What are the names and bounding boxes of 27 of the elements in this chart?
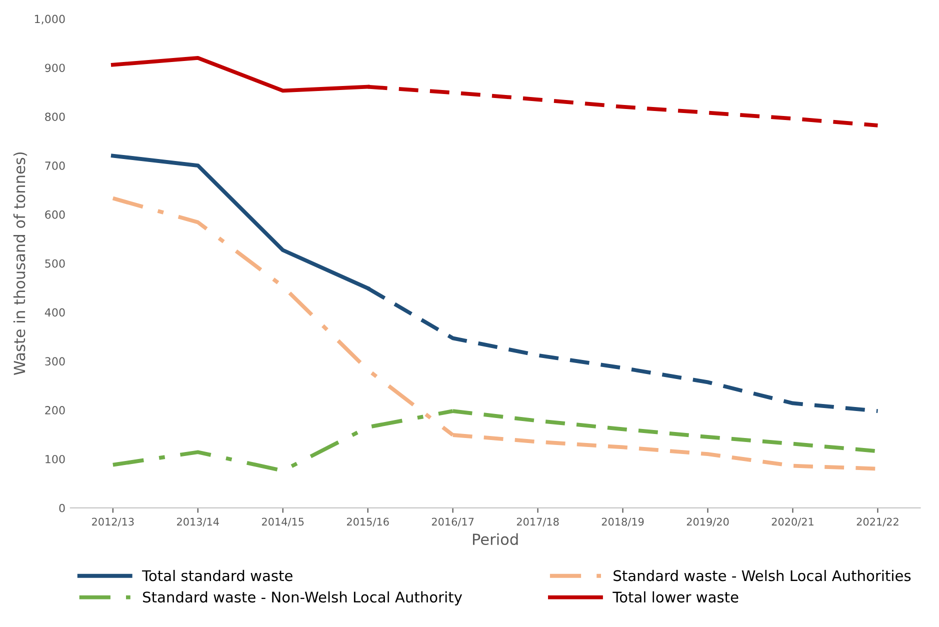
legend-label: Total lower waste (612, 591, 738, 603)
y-tick-label: 0 (59, 504, 65, 512)
y-tick-label: 700 (45, 162, 65, 170)
y-tick-label: 300 (45, 357, 65, 366)
y-tick-label: 600 (45, 210, 65, 219)
x-tick-label: 2014/15 (262, 518, 304, 526)
x-tick-label: 2021/22 (856, 518, 898, 526)
x-tick-label: 2015/16 (346, 518, 389, 526)
y-tick-label: 500 (45, 259, 65, 268)
x-tick-label: 2017/18 (516, 518, 559, 526)
legend-label: Total standard waste (142, 570, 292, 582)
legend-label: Standard waste - Non-Welsh Local Authority (143, 591, 462, 606)
y-tick-label: 900 (45, 64, 65, 72)
x-tick-label: 2019/20 (686, 518, 729, 526)
x-tick-label: 2013/14 (177, 518, 219, 526)
x-tick-label: 2018/19 (602, 518, 644, 526)
y-tick-label: 400 (44, 308, 65, 317)
y-tick-label: 100 (46, 454, 65, 464)
y-tick-label: 200 (45, 406, 65, 414)
x-axis-title: Period (473, 533, 518, 546)
y-tick-label: 1,000 (34, 14, 65, 24)
x-tick-label: 2020/21 (772, 518, 814, 526)
legend-label: Standard waste - Welsh Local Authorities (614, 570, 911, 582)
y-axis-title: Waste in thousand of tonnes) (13, 152, 28, 376)
x-tick-label: 2012/13 (92, 518, 134, 526)
x-tick-label: 2016/17 (432, 518, 474, 526)
y-tick-label: 800 (45, 112, 65, 121)
